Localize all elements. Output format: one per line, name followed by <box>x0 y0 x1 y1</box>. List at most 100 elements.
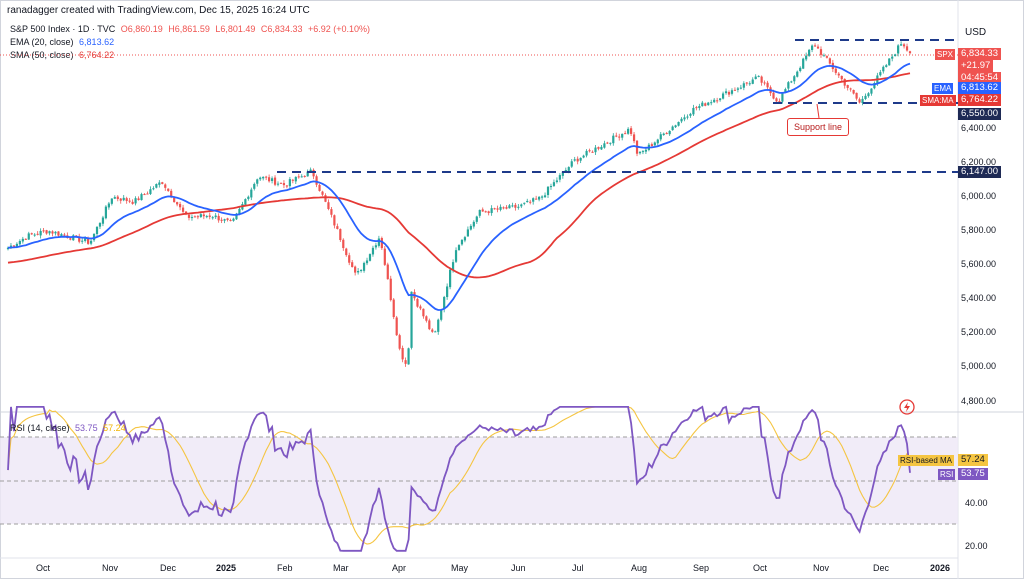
candle <box>549 183 553 190</box>
time-label-dec: Dec <box>160 563 177 573</box>
candle <box>164 183 167 191</box>
ema-legend[interactable]: EMA (20, close) 6,813.62 <box>10 37 114 48</box>
candle <box>54 231 57 236</box>
tick-4800: 4,800.00 <box>961 396 997 406</box>
lightning-icon[interactable] <box>899 399 915 415</box>
candle <box>888 58 891 66</box>
candle <box>680 117 683 124</box>
candle <box>733 87 737 91</box>
rsi-legend[interactable]: RSI (14, close) 53.75 57.24 <box>10 423 126 434</box>
candle <box>229 218 232 222</box>
rsi-legend-title: RSI (14, close) <box>10 423 70 433</box>
ema-20-line[interactable] <box>7 62 911 311</box>
rsi-ma-value-tag[interactable]: 57.24 <box>958 454 988 466</box>
symbol-legend[interactable]: S&P 500 Index · 1D · TVC O6,860.19 H6,86… <box>10 24 370 35</box>
candle <box>300 174 303 178</box>
candle <box>656 138 659 146</box>
candle <box>268 174 271 183</box>
candle <box>190 214 194 221</box>
candle <box>902 43 906 49</box>
candle <box>131 199 134 205</box>
time-label-2026: 2026 <box>930 563 951 573</box>
candle <box>214 213 217 219</box>
candle <box>48 230 51 236</box>
support-line-annotation[interactable]: Support line <box>787 118 850 136</box>
candle <box>852 89 855 95</box>
candle <box>273 175 277 187</box>
candle <box>208 212 211 220</box>
candle <box>739 84 742 90</box>
candle <box>223 218 226 224</box>
candle <box>128 197 131 204</box>
candle <box>359 269 363 273</box>
tick-5200: 5,200.00 <box>961 327 997 337</box>
candle <box>576 156 579 165</box>
sma-price-tag[interactable]: 6,764.22 <box>958 94 1001 106</box>
candle <box>802 57 805 70</box>
candle <box>386 262 389 280</box>
candle <box>899 41 903 46</box>
candle <box>727 90 731 98</box>
rsi-tick-40: 40.00 <box>965 498 988 508</box>
rsi-legend-value: 53.75 <box>75 423 98 433</box>
candle <box>321 190 324 197</box>
candle <box>380 236 383 250</box>
candle <box>152 186 155 191</box>
tick-5800: 5,800.00 <box>961 225 997 235</box>
candle <box>588 148 591 153</box>
candle <box>552 179 556 187</box>
candle <box>505 205 508 210</box>
candle <box>650 142 653 147</box>
candle <box>134 196 137 206</box>
candle <box>867 92 870 98</box>
candle <box>306 169 309 177</box>
candle <box>790 80 793 84</box>
open-value: O6,860.19 <box>120 24 163 34</box>
candle <box>36 231 39 236</box>
candle <box>760 75 763 86</box>
attribution: ranadagger created with TradingView.com,… <box>7 5 310 16</box>
candle <box>858 97 861 104</box>
candle <box>763 80 766 86</box>
rsi-value-tag[interactable]: 53.75 <box>958 468 988 480</box>
candle <box>825 55 829 59</box>
time-label-feb: Feb <box>277 563 293 573</box>
candle <box>716 97 719 104</box>
candle <box>579 157 582 164</box>
candle <box>822 53 826 57</box>
candle <box>632 131 636 144</box>
candle <box>318 183 321 192</box>
candle <box>499 204 502 212</box>
candle <box>849 87 852 92</box>
spx-price-tag[interactable]: 6,834.33 <box>958 48 1001 60</box>
breakout-price-tag[interactable]: 6,147.00 <box>958 166 1001 178</box>
ema-price-tag[interactable]: 6,813.62 <box>958 82 1001 94</box>
sma-50-line[interactable] <box>7 72 911 279</box>
candle <box>778 98 781 103</box>
candle <box>819 46 823 58</box>
candle <box>668 130 671 136</box>
candle <box>95 226 99 237</box>
candle <box>291 178 294 184</box>
candle <box>30 232 33 235</box>
candle <box>98 222 102 229</box>
candle <box>719 98 722 102</box>
rsi-line[interactable] <box>7 405 911 552</box>
candle <box>591 150 594 153</box>
candle <box>217 213 220 223</box>
rsi-legend-ma-value: 57.24 <box>103 423 126 433</box>
candle <box>665 131 668 135</box>
candle <box>555 177 559 184</box>
candle <box>404 357 407 367</box>
candle <box>220 217 223 224</box>
candle <box>285 185 289 189</box>
candle <box>600 144 603 151</box>
time-label-apr: Apr <box>392 563 407 573</box>
candle <box>701 100 704 107</box>
support-price-tag[interactable]: 6,550.00 <box>958 108 1001 120</box>
candle <box>181 204 185 215</box>
candle <box>698 103 701 111</box>
candles-layer <box>6 41 912 367</box>
candle <box>585 149 588 158</box>
